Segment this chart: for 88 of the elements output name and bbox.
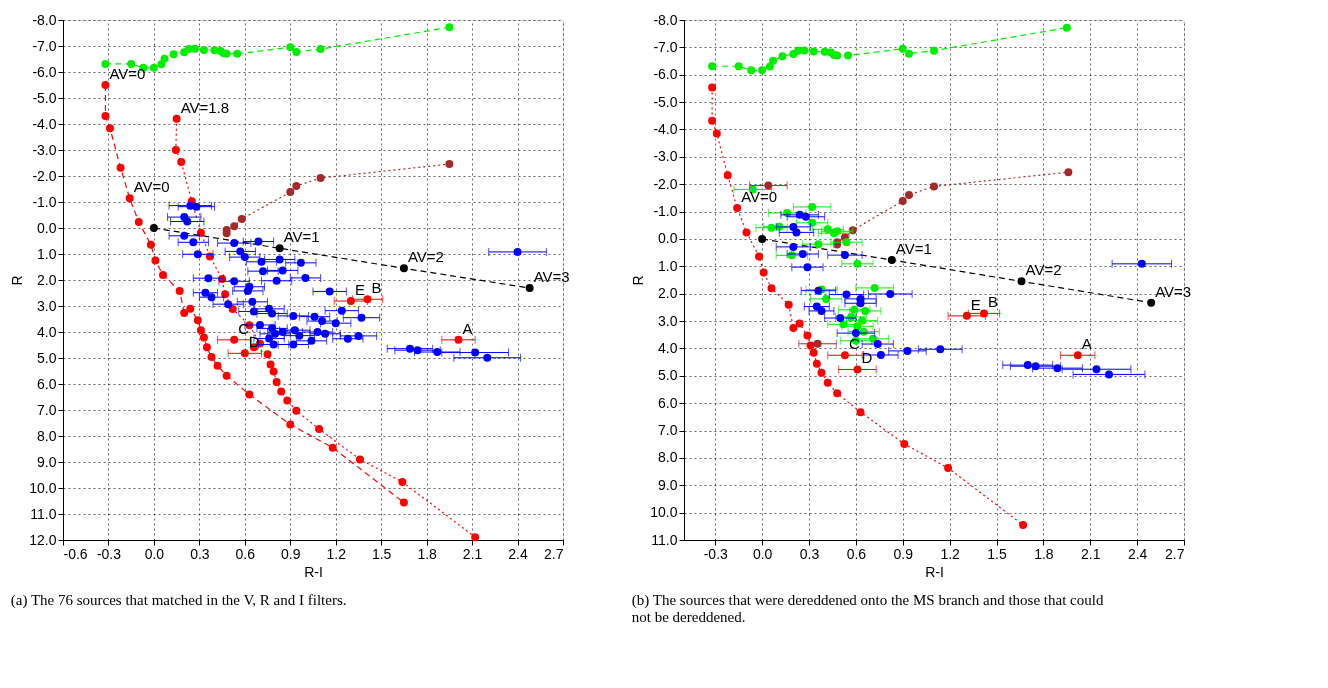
x-axis-title: R-I	[304, 563, 323, 580]
annotation: AV=1	[895, 240, 932, 258]
y-tick-label: 7.0	[37, 401, 57, 418]
x-tick-label: 1.5	[987, 545, 1007, 562]
y-tick-label: -6.0	[653, 66, 678, 83]
y-tick-label: 8.0	[658, 449, 678, 466]
y-tick-label: 3.0	[658, 312, 678, 329]
y-tick-label: 6.0	[658, 394, 678, 411]
annotation: AV=2	[407, 248, 444, 266]
y-tick-label: -2.0	[32, 167, 57, 184]
y-axis-title: R	[9, 275, 26, 286]
x-tick-label: 1.8	[1034, 545, 1054, 562]
annotation: D	[861, 349, 873, 367]
y-tick-label: 1.0	[658, 257, 678, 274]
y-tick-label: -4.0	[653, 120, 678, 137]
annotation: A	[1081, 335, 1092, 353]
x-tick-label: 0.9	[893, 545, 914, 562]
annotation: B	[371, 279, 382, 297]
x-tick-label: 0.3	[799, 545, 820, 562]
y-tick-label: 11.0	[30, 505, 57, 522]
y-tick-label: -4.0	[32, 115, 57, 132]
y-tick-label: 4.0	[37, 323, 57, 340]
x-tick-label: 0.0	[752, 545, 773, 562]
x-tick-label: -0.3	[703, 545, 729, 562]
annotation: E	[970, 295, 981, 313]
annotation: AV=3	[1155, 282, 1192, 300]
x-tick-label: 0.3	[190, 545, 210, 562]
y-tick-label: -3.0	[653, 148, 678, 165]
y-tick-label: 12.0	[29, 531, 57, 548]
annotation: AV=2	[1025, 261, 1062, 279]
y-tick-label: 5.0	[37, 349, 57, 366]
y-tick-label: -3.0	[32, 141, 57, 158]
annotation: B	[988, 293, 999, 311]
x-tick-label: 2.1	[462, 545, 483, 562]
x-tick-label: -0.6	[63, 545, 88, 562]
y-tick-label: 0.0	[658, 230, 678, 247]
x-tick-label: 2.4	[508, 545, 528, 562]
y-tick-label: -7.0	[32, 37, 57, 54]
x-tick-label: 0.0	[144, 545, 165, 562]
y-tick-label: 3.0	[37, 297, 57, 314]
x-tick-label: 0.6	[846, 545, 867, 562]
x-axis-title: R-I	[925, 563, 944, 580]
y-tick-label: 2.0	[658, 285, 678, 302]
annotation: AV=0	[133, 178, 170, 196]
x-tick-label: 2.1	[1081, 545, 1101, 562]
y-tick-label: 7.0	[658, 422, 678, 439]
x-tick-label: 0.6	[235, 545, 256, 562]
x-tick-label: 1.5	[371, 545, 392, 562]
y-tick-label: 11.0	[651, 531, 678, 548]
y-tick-label: -5.0	[32, 89, 57, 106]
y-tick-label: -8.0	[653, 11, 678, 28]
y-tick-label: 4.0	[658, 339, 678, 356]
y-tick-label: 1.0	[37, 245, 57, 262]
annotation: AV=0	[741, 188, 778, 206]
annotation: AV=0	[109, 65, 146, 82]
text: (b) The sources that were dereddened onto the MS branch and those that could not be dereddened.	[631, 592, 1104, 625]
x-tick-label: 2.4	[1127, 545, 1148, 562]
y-tick-label: 0.0	[37, 219, 57, 236]
annotation: A	[462, 319, 473, 337]
x-tick-label: 1.2	[940, 545, 961, 562]
x-tick-label: 1.2	[326, 545, 347, 562]
x-tick-label: 2.7	[1165, 545, 1185, 562]
x-tick-label: 1.8	[417, 545, 438, 562]
y-tick-label: 9.0	[658, 476, 678, 493]
annotation: D	[248, 333, 260, 351]
y-tick-label: 5.0	[658, 367, 678, 384]
y-tick-label: 10.0	[29, 479, 57, 496]
annotation: AV=1.8	[180, 98, 230, 116]
x-tick-label: -0.3	[96, 545, 122, 562]
annotation: AV=1	[283, 228, 320, 246]
y-tick-label: 2.0	[37, 271, 57, 288]
y-tick-label: -5.0	[653, 93, 678, 110]
y-tick-label: 10.0	[650, 504, 678, 521]
y-tick-label: -7.0	[653, 38, 678, 55]
annotation: AV=3	[533, 268, 570, 286]
y-tick-label: -8.0	[32, 11, 57, 28]
x-tick-label: 2.7	[544, 545, 564, 562]
annotation: E	[354, 281, 365, 299]
y-tick-label: -2.0	[653, 175, 678, 192]
y-tick-label: -6.0	[32, 63, 57, 80]
y-tick-label: -1.0	[653, 203, 678, 220]
text: (a) The 76 sources that matched in the V, R and I filters.	[10, 592, 347, 609]
y-tick-label: 6.0	[37, 375, 57, 392]
y-tick-label: 8.0	[37, 427, 57, 444]
y-axis-title: R	[630, 275, 647, 286]
y-tick-label: -1.0	[32, 193, 57, 210]
x-tick-label: 0.9	[281, 545, 301, 562]
y-tick-label: 9.0	[37, 453, 57, 470]
